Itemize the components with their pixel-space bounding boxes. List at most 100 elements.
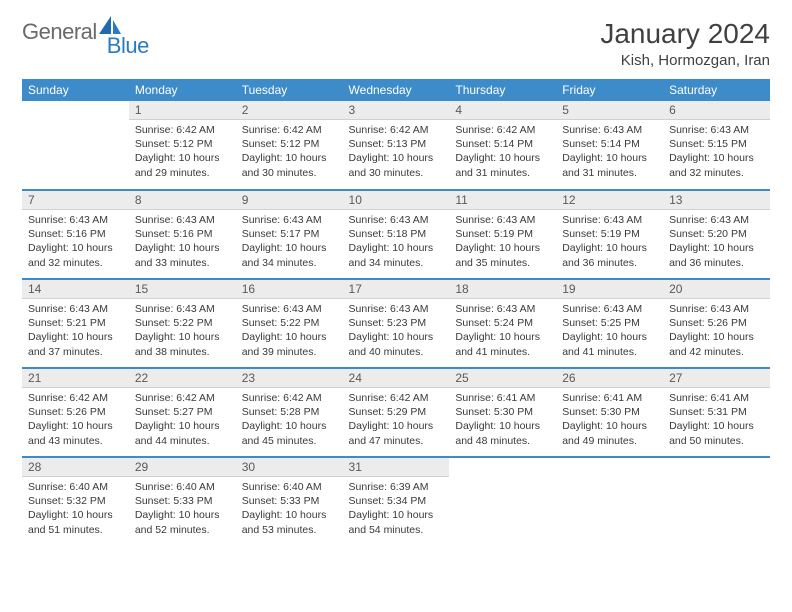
weekday-header: Tuesday	[236, 79, 343, 101]
day-details: Sunrise: 6:43 AMSunset: 5:22 PMDaylight:…	[129, 299, 236, 365]
weekday-header: Thursday	[449, 79, 556, 101]
day-details: Sunrise: 6:43 AMSunset: 5:18 PMDaylight:…	[343, 210, 450, 276]
calendar-table: SundayMondayTuesdayWednesdayThursdayFrid…	[22, 79, 770, 545]
calendar-body: 1Sunrise: 6:42 AMSunset: 5:12 PMDaylight…	[22, 101, 770, 545]
day-details: Sunrise: 6:43 AMSunset: 5:14 PMDaylight:…	[556, 120, 663, 186]
day-number: 28	[22, 458, 129, 477]
calendar-cell: 19Sunrise: 6:43 AMSunset: 5:25 PMDayligh…	[556, 279, 663, 367]
day-number: 18	[449, 280, 556, 299]
calendar-cell: 8Sunrise: 6:43 AMSunset: 5:16 PMDaylight…	[129, 190, 236, 278]
calendar-cell	[449, 457, 556, 545]
day-details: Sunrise: 6:43 AMSunset: 5:19 PMDaylight:…	[556, 210, 663, 276]
day-details: Sunrise: 6:43 AMSunset: 5:16 PMDaylight:…	[129, 210, 236, 276]
calendar-cell: 3Sunrise: 6:42 AMSunset: 5:13 PMDaylight…	[343, 101, 450, 189]
calendar-cell: 31Sunrise: 6:39 AMSunset: 5:34 PMDayligh…	[343, 457, 450, 545]
day-number: 21	[22, 369, 129, 388]
day-number: 12	[556, 191, 663, 210]
day-number: 22	[129, 369, 236, 388]
page-header: General Blue January 2024 Kish, Hormozga…	[22, 18, 770, 69]
weekday-header: Friday	[556, 79, 663, 101]
day-number: 29	[129, 458, 236, 477]
day-number: 16	[236, 280, 343, 299]
calendar-cell: 12Sunrise: 6:43 AMSunset: 5:19 PMDayligh…	[556, 190, 663, 278]
calendar-cell: 27Sunrise: 6:41 AMSunset: 5:31 PMDayligh…	[663, 368, 770, 456]
day-details: Sunrise: 6:42 AMSunset: 5:28 PMDaylight:…	[236, 388, 343, 454]
day-details: Sunrise: 6:42 AMSunset: 5:29 PMDaylight:…	[343, 388, 450, 454]
day-details: Sunrise: 6:40 AMSunset: 5:33 PMDaylight:…	[129, 477, 236, 543]
day-details: Sunrise: 6:40 AMSunset: 5:33 PMDaylight:…	[236, 477, 343, 543]
weekday-header: Sunday	[22, 79, 129, 101]
day-details: Sunrise: 6:40 AMSunset: 5:32 PMDaylight:…	[22, 477, 129, 543]
calendar-head: SundayMondayTuesdayWednesdayThursdayFrid…	[22, 79, 770, 101]
calendar-cell: 7Sunrise: 6:43 AMSunset: 5:16 PMDaylight…	[22, 190, 129, 278]
day-details: Sunrise: 6:42 AMSunset: 5:12 PMDaylight:…	[236, 120, 343, 186]
day-details: Sunrise: 6:42 AMSunset: 5:13 PMDaylight:…	[343, 120, 450, 186]
calendar-cell: 1Sunrise: 6:42 AMSunset: 5:12 PMDaylight…	[129, 101, 236, 189]
weekday-header: Monday	[129, 79, 236, 101]
title-block: January 2024 Kish, Hormozgan, Iran	[600, 18, 770, 69]
day-number: 27	[663, 369, 770, 388]
day-details: Sunrise: 6:43 AMSunset: 5:19 PMDaylight:…	[449, 210, 556, 276]
day-number: 25	[449, 369, 556, 388]
calendar-cell: 25Sunrise: 6:41 AMSunset: 5:30 PMDayligh…	[449, 368, 556, 456]
location: Kish, Hormozgan, Iran	[600, 52, 770, 69]
day-details: Sunrise: 6:43 AMSunset: 5:21 PMDaylight:…	[22, 299, 129, 365]
day-details: Sunrise: 6:43 AMSunset: 5:25 PMDaylight:…	[556, 299, 663, 365]
day-details: Sunrise: 6:42 AMSunset: 5:12 PMDaylight:…	[129, 120, 236, 186]
day-number: 19	[556, 280, 663, 299]
logo-text-general: General	[22, 19, 97, 45]
calendar-cell: 2Sunrise: 6:42 AMSunset: 5:12 PMDaylight…	[236, 101, 343, 189]
day-number: 30	[236, 458, 343, 477]
day-number: 20	[663, 280, 770, 299]
calendar-cell: 18Sunrise: 6:43 AMSunset: 5:24 PMDayligh…	[449, 279, 556, 367]
calendar-cell: 4Sunrise: 6:42 AMSunset: 5:14 PMDaylight…	[449, 101, 556, 189]
day-number: 13	[663, 191, 770, 210]
weekday-header: Saturday	[663, 79, 770, 101]
day-number: 23	[236, 369, 343, 388]
day-number: 8	[129, 191, 236, 210]
calendar-cell: 9Sunrise: 6:43 AMSunset: 5:17 PMDaylight…	[236, 190, 343, 278]
day-details: Sunrise: 6:43 AMSunset: 5:17 PMDaylight:…	[236, 210, 343, 276]
day-number: 4	[449, 101, 556, 120]
day-number: 2	[236, 101, 343, 120]
calendar-cell: 10Sunrise: 6:43 AMSunset: 5:18 PMDayligh…	[343, 190, 450, 278]
calendar-cell: 13Sunrise: 6:43 AMSunset: 5:20 PMDayligh…	[663, 190, 770, 278]
day-details: Sunrise: 6:41 AMSunset: 5:30 PMDaylight:…	[556, 388, 663, 454]
calendar-cell: 20Sunrise: 6:43 AMSunset: 5:26 PMDayligh…	[663, 279, 770, 367]
day-details: Sunrise: 6:39 AMSunset: 5:34 PMDaylight:…	[343, 477, 450, 543]
day-number: 17	[343, 280, 450, 299]
day-details: Sunrise: 6:42 AMSunset: 5:14 PMDaylight:…	[449, 120, 556, 186]
day-number: 31	[343, 458, 450, 477]
calendar-cell	[663, 457, 770, 545]
day-number: 9	[236, 191, 343, 210]
day-number: 3	[343, 101, 450, 120]
logo-text-blue: Blue	[107, 33, 149, 59]
day-details: Sunrise: 6:41 AMSunset: 5:30 PMDaylight:…	[449, 388, 556, 454]
calendar-cell: 14Sunrise: 6:43 AMSunset: 5:21 PMDayligh…	[22, 279, 129, 367]
day-number: 14	[22, 280, 129, 299]
calendar-cell: 6Sunrise: 6:43 AMSunset: 5:15 PMDaylight…	[663, 101, 770, 189]
calendar-cell: 26Sunrise: 6:41 AMSunset: 5:30 PMDayligh…	[556, 368, 663, 456]
calendar-cell: 21Sunrise: 6:42 AMSunset: 5:26 PMDayligh…	[22, 368, 129, 456]
calendar-cell: 30Sunrise: 6:40 AMSunset: 5:33 PMDayligh…	[236, 457, 343, 545]
calendar-cell	[22, 101, 129, 189]
day-number: 6	[663, 101, 770, 120]
calendar-cell: 11Sunrise: 6:43 AMSunset: 5:19 PMDayligh…	[449, 190, 556, 278]
weekday-header: Wednesday	[343, 79, 450, 101]
calendar-cell: 15Sunrise: 6:43 AMSunset: 5:22 PMDayligh…	[129, 279, 236, 367]
calendar-cell: 23Sunrise: 6:42 AMSunset: 5:28 PMDayligh…	[236, 368, 343, 456]
day-details: Sunrise: 6:43 AMSunset: 5:15 PMDaylight:…	[663, 120, 770, 186]
day-number: 11	[449, 191, 556, 210]
calendar-cell: 24Sunrise: 6:42 AMSunset: 5:29 PMDayligh…	[343, 368, 450, 456]
day-details: Sunrise: 6:43 AMSunset: 5:20 PMDaylight:…	[663, 210, 770, 276]
day-number: 7	[22, 191, 129, 210]
calendar-cell: 29Sunrise: 6:40 AMSunset: 5:33 PMDayligh…	[129, 457, 236, 545]
month-title: January 2024	[600, 18, 770, 50]
day-number: 1	[129, 101, 236, 120]
day-number: 5	[556, 101, 663, 120]
calendar-cell: 17Sunrise: 6:43 AMSunset: 5:23 PMDayligh…	[343, 279, 450, 367]
day-number: 24	[343, 369, 450, 388]
day-number: 26	[556, 369, 663, 388]
day-details: Sunrise: 6:43 AMSunset: 5:23 PMDaylight:…	[343, 299, 450, 365]
day-details: Sunrise: 6:43 AMSunset: 5:16 PMDaylight:…	[22, 210, 129, 276]
